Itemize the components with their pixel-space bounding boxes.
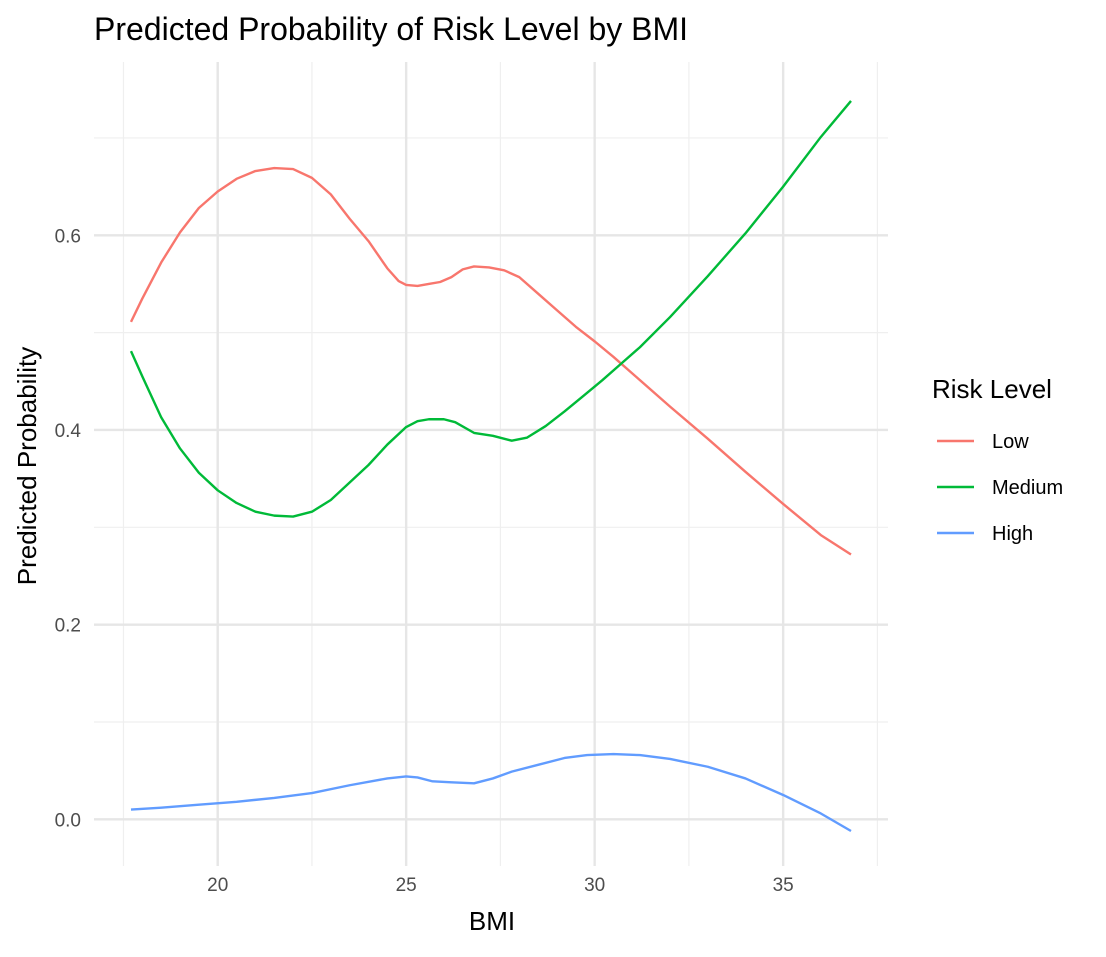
legend-item-low: Low (937, 431, 1029, 453)
x-tick-label: 25 (396, 875, 417, 896)
legend: Risk Level Low Medium High (932, 374, 1063, 545)
y-tick-label: 0.6 (55, 226, 81, 247)
y-tick-label: 0.4 (55, 421, 82, 442)
y-axis-tick-labels: 0.0 0.2 0.4 0.6 (55, 226, 82, 831)
y-tick-label: 0.0 (55, 810, 81, 831)
series-line-low (129, 166, 852, 556)
legend-items: Low Medium High (937, 431, 1063, 545)
legend-label-low: Low (992, 431, 1029, 453)
legend-label-high: High (992, 523, 1033, 545)
legend-item-medium: Medium (937, 477, 1063, 499)
x-axis-title: BMI (469, 906, 515, 936)
grid-lines (94, 62, 888, 866)
legend-title: Risk Level (932, 374, 1052, 404)
series-line-medium (129, 100, 852, 518)
y-axis-title: Predicted Probability (12, 347, 42, 585)
chart-title: Predicted Probability of Risk Level by B… (94, 11, 688, 47)
legend-item-high: High (937, 523, 1033, 545)
y-tick-label: 0.2 (55, 616, 81, 637)
series-lines (129, 100, 852, 833)
legend-label-medium: Medium (992, 477, 1063, 499)
x-tick-label: 30 (584, 875, 605, 896)
series-line-high (130, 752, 852, 833)
x-axis-tick-labels: 20 25 30 35 (207, 875, 794, 896)
x-tick-label: 35 (773, 875, 794, 896)
x-tick-label: 20 (207, 875, 228, 896)
